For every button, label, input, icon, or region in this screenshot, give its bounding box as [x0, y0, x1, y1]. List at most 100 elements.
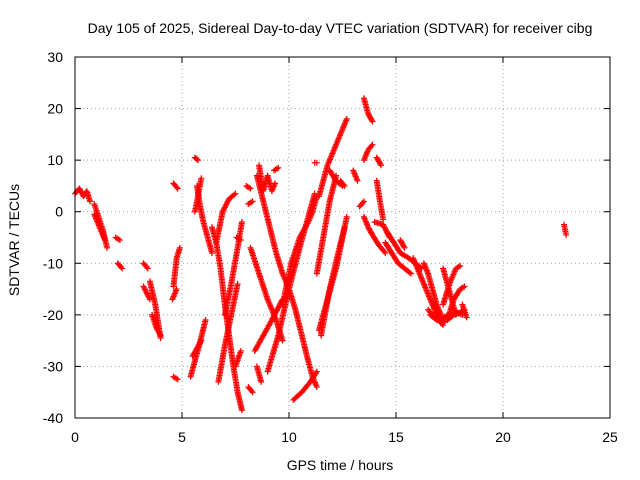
data-track: [318, 224, 348, 339]
data-point: [400, 243, 407, 250]
data-point: [238, 219, 245, 226]
data-point: [354, 177, 361, 184]
y-tick-label: -20: [43, 307, 63, 323]
data-point: [340, 181, 347, 188]
data-point: [378, 162, 385, 169]
data-track: [271, 164, 282, 174]
data-point: [258, 378, 265, 385]
data-track: [232, 347, 244, 370]
data-point: [176, 244, 183, 251]
data-point: [368, 117, 375, 124]
data-track: [315, 115, 350, 200]
data-point: [195, 157, 202, 164]
x-tick-label: 25: [602, 429, 618, 445]
data-track: [213, 190, 239, 246]
data-track: [170, 180, 181, 192]
data-point: [368, 142, 375, 149]
data-point: [173, 184, 180, 191]
data-track: [112, 234, 123, 244]
data-track: [114, 260, 126, 272]
data-track: [382, 239, 414, 277]
data-track: [311, 159, 320, 166]
data-track: [444, 283, 468, 324]
data-track: [208, 224, 245, 414]
data-point: [359, 199, 366, 206]
data-point: [144, 265, 151, 272]
data-track: [140, 260, 151, 272]
data-point: [406, 269, 413, 276]
data-point: [143, 264, 150, 271]
data-track: [253, 363, 265, 385]
data-point: [463, 314, 470, 321]
data-point: [272, 180, 279, 187]
data-point: [231, 191, 238, 198]
data-track: [233, 234, 244, 244]
y-tick-label: -40: [43, 410, 63, 426]
data-point: [247, 185, 254, 192]
data-track: [170, 373, 181, 383]
data-point: [369, 118, 376, 125]
y-tick-label: 10: [47, 152, 63, 168]
data-track: [350, 167, 361, 184]
data-track: [189, 337, 205, 360]
data-track: [459, 301, 470, 321]
data-point: [104, 244, 111, 251]
data-track: [337, 177, 348, 189]
data-point: [360, 198, 367, 205]
data-point: [380, 216, 387, 223]
data-track: [420, 260, 444, 318]
data-point: [457, 262, 464, 269]
x-tick-label: 20: [495, 429, 511, 445]
y-tick-label: 30: [47, 49, 63, 65]
data-track: [264, 190, 318, 375]
data-track: [245, 198, 256, 207]
data-point: [156, 331, 163, 338]
data-point: [452, 311, 459, 318]
y-axis-title: SDTVAR / TECUs: [6, 184, 22, 296]
data-point: [313, 159, 320, 166]
data-point: [174, 376, 181, 383]
data-point: [208, 249, 215, 256]
data-track: [187, 317, 209, 380]
y-tick-label: 0: [55, 204, 63, 220]
chart-title: Day 105 of 2025, Sidereal Day-to-day VTE…: [88, 20, 593, 36]
data-track: [245, 384, 256, 396]
data-point: [311, 190, 318, 197]
data-point: [401, 244, 408, 251]
data-point: [118, 264, 125, 271]
data-track: [140, 283, 153, 303]
plot-frame: [74, 56, 611, 419]
data-point: [279, 337, 286, 344]
data-point: [249, 389, 256, 396]
data-point: [119, 265, 126, 272]
data-track: [560, 221, 570, 238]
data-track: [360, 95, 376, 125]
data-point: [237, 237, 244, 244]
x-tick-label: 10: [281, 429, 297, 445]
y-axis-ticks: -40 -30 -20 -10 0 10 20 30: [43, 49, 610, 426]
data-track: [373, 177, 387, 223]
x-axis-ticks: 0 5 10 15 20 25: [71, 57, 618, 445]
data-point: [198, 337, 205, 344]
data-point: [198, 175, 205, 182]
data-track: [290, 368, 320, 403]
data-point: [381, 248, 388, 255]
data-point: [174, 185, 181, 192]
data-point: [234, 280, 241, 287]
data-point: [341, 182, 348, 189]
data-track: [149, 311, 164, 339]
data-point: [238, 407, 245, 414]
data-track: [360, 141, 376, 164]
data-point: [249, 198, 256, 205]
data-track: [243, 182, 254, 192]
data-point: [86, 198, 93, 205]
data-point: [343, 115, 350, 122]
x-tick-label: 15: [388, 429, 404, 445]
x-tick-label: 5: [178, 429, 186, 445]
data-point: [369, 141, 376, 148]
data-point: [563, 231, 570, 238]
data-track: [215, 280, 241, 385]
data-track: [193, 182, 215, 256]
data-track: [169, 286, 180, 303]
data-point: [232, 190, 239, 197]
